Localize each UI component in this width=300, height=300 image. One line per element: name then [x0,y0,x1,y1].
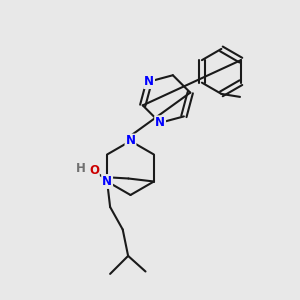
Text: N: N [102,175,112,188]
Text: N: N [155,116,165,129]
Text: O: O [89,164,99,178]
Text: N: N [125,134,136,148]
Text: H: H [75,162,85,175]
Text: N: N [144,75,154,88]
